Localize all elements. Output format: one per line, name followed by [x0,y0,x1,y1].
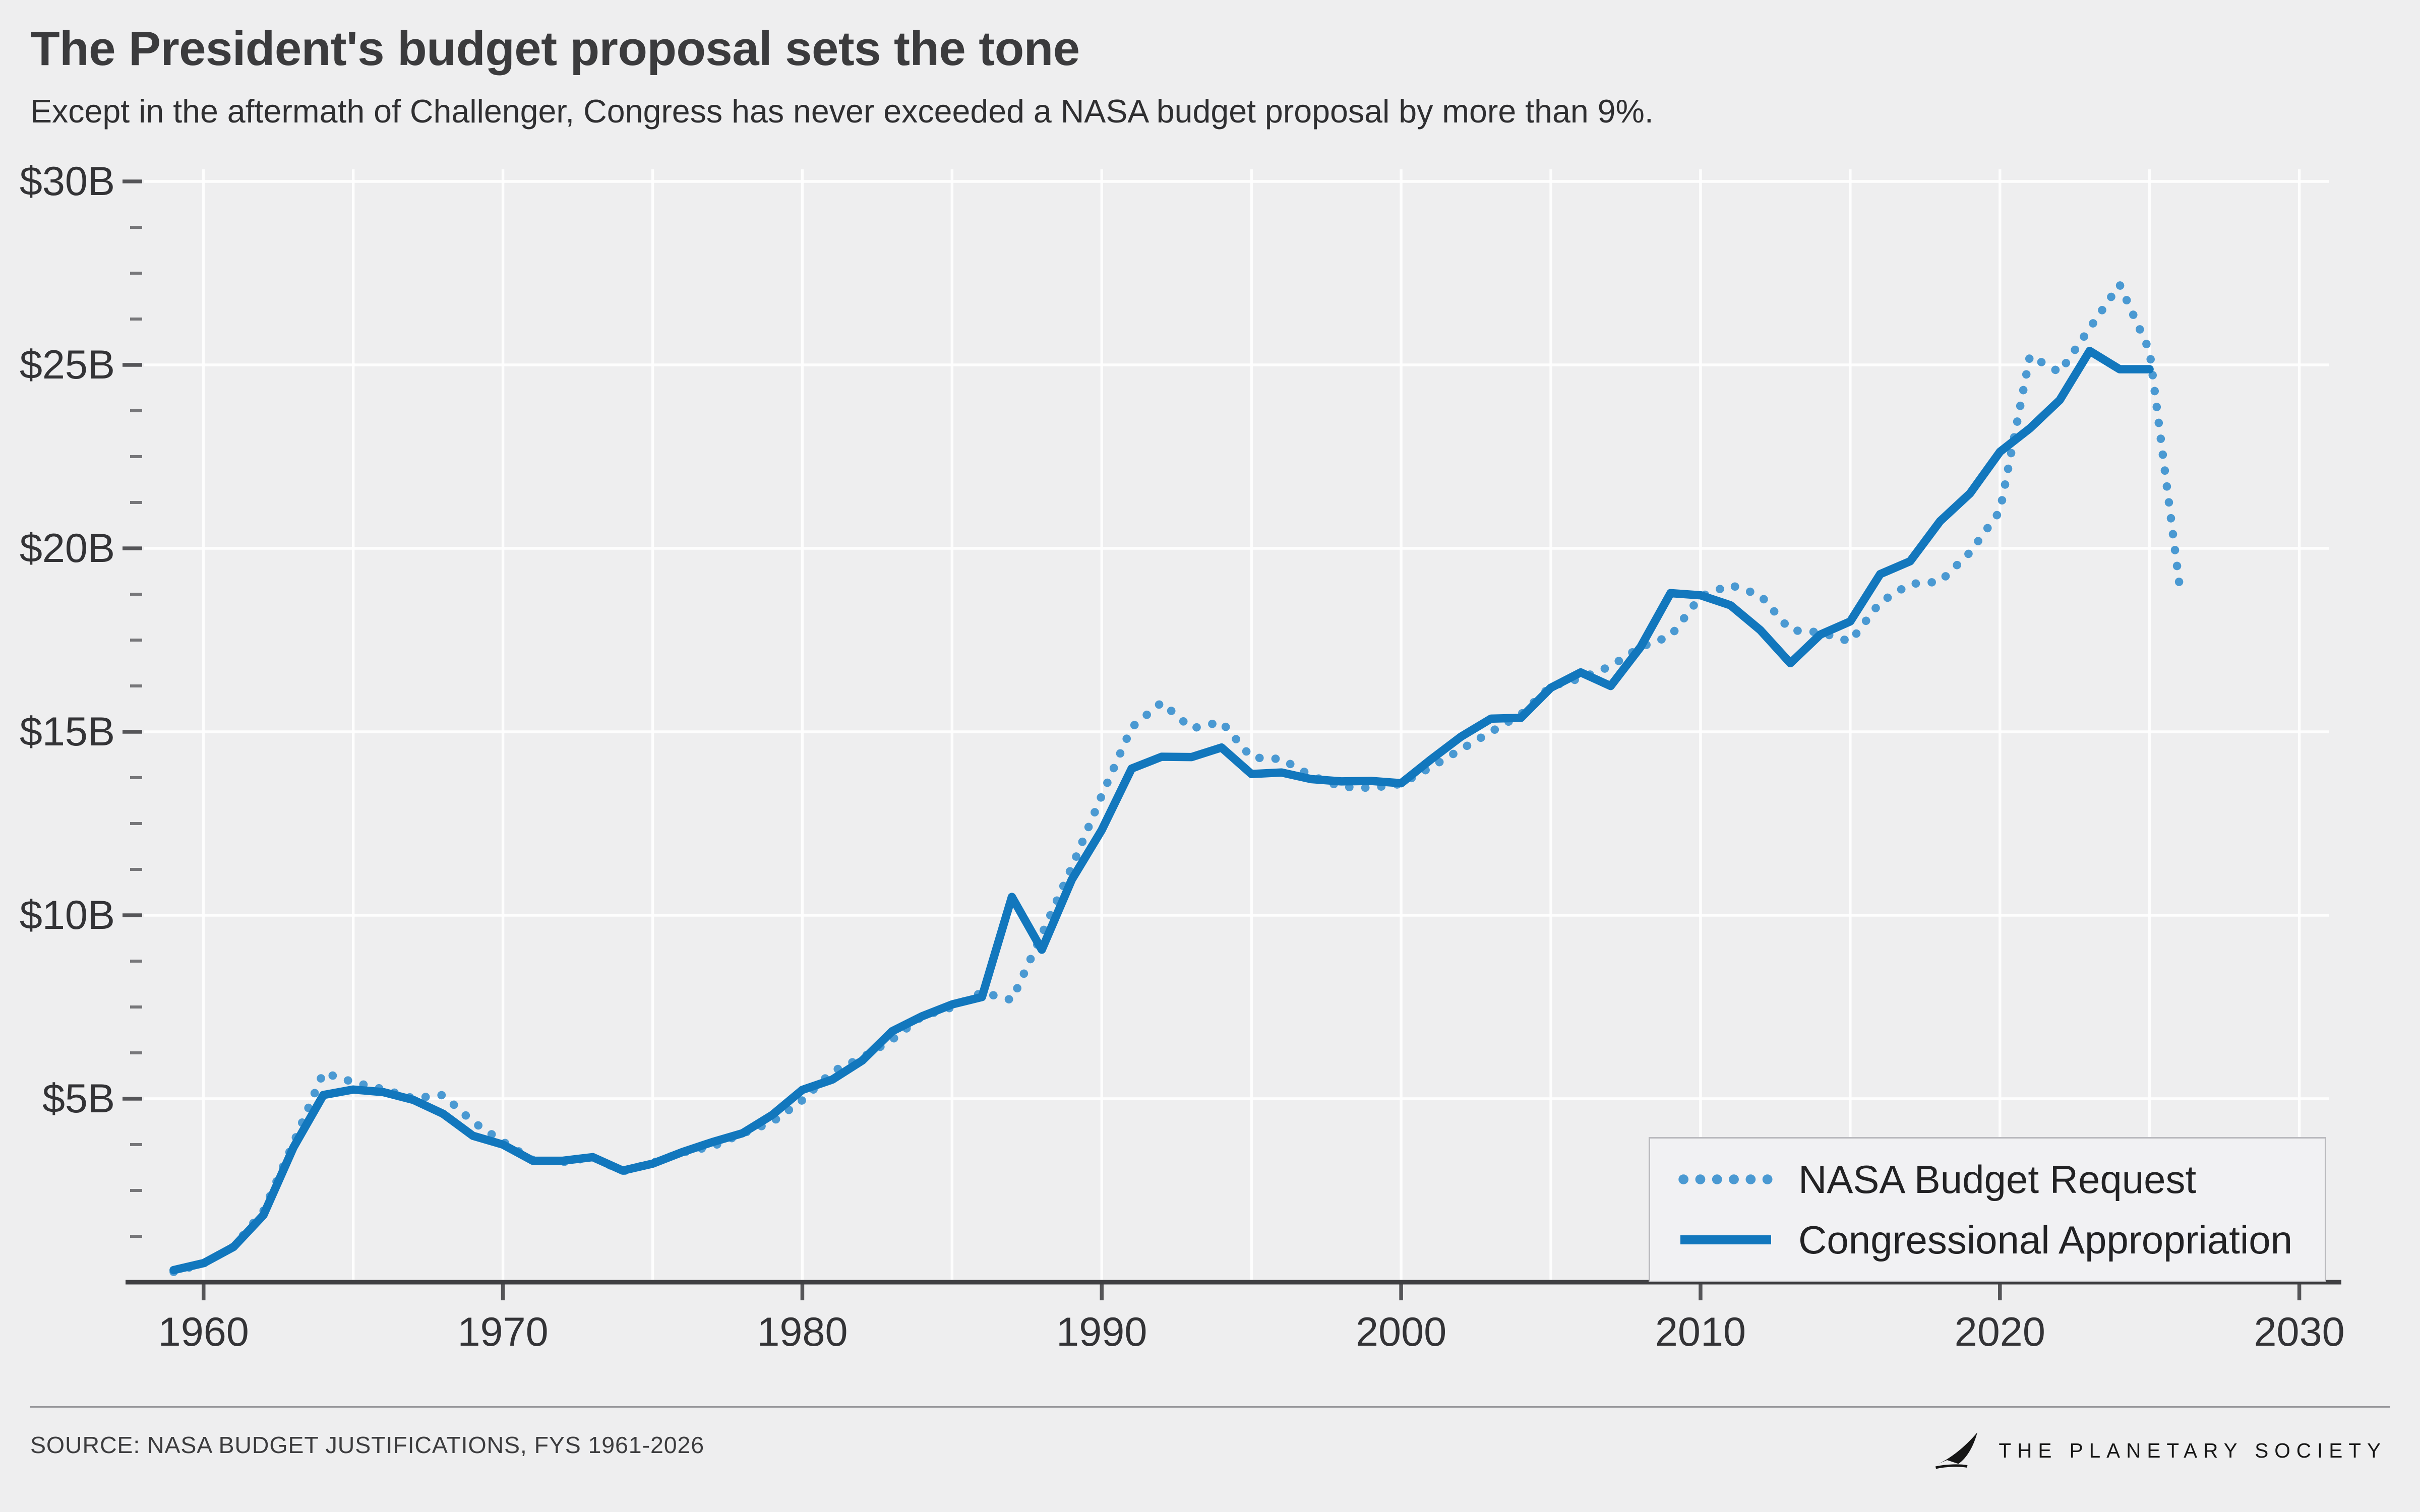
brand-text: THE PLANETARY SOCIETY [1999,1438,2387,1462]
planetary-society-logo-icon [1936,1432,1978,1469]
legend-item-budget-request: NASA Budget Request [1677,1154,2297,1205]
svg-text:1960: 1960 [158,1309,249,1355]
svg-text:2020: 2020 [1955,1309,2045,1355]
svg-text:1980: 1980 [757,1309,848,1355]
chart-subtitle: Except in the aftermath of Challenger, C… [30,94,1654,130]
dotted-line-swatch-icon [1678,1174,1773,1184]
svg-text:$10B: $10B [20,893,115,938]
legend-label-budget-request: NASA Budget Request [1798,1156,2197,1202]
legend-label-appropriation: Congressional Appropriation [1798,1216,2292,1262]
source-text: SOURCE: NASA BUDGET JUSTIFICATIONS, FYS … [30,1433,705,1459]
svg-text:$30B: $30B [20,159,115,204]
svg-text:$25B: $25B [20,342,115,388]
svg-text:1990: 1990 [1056,1309,1147,1355]
brand-lockup: THE PLANETARY SOCIETY [1935,1430,2387,1470]
legend-item-appropriation: Congressional Appropriation [1677,1214,2297,1266]
svg-text:1970: 1970 [458,1309,549,1355]
svg-text:2030: 2030 [2254,1309,2345,1355]
svg-text:$15B: $15B [20,709,115,754]
chart-title: The President's budget proposal sets the… [30,21,1080,76]
svg-text:2000: 2000 [1356,1309,1446,1355]
svg-text:$20B: $20B [20,526,115,571]
solid-line-swatch-icon [1680,1235,1771,1244]
footer-divider [30,1406,2390,1408]
chart-legend: NASA Budget Request Congressional Approp… [1649,1137,2326,1282]
svg-text:2010: 2010 [1655,1309,1746,1355]
svg-text:$5B: $5B [42,1076,115,1121]
